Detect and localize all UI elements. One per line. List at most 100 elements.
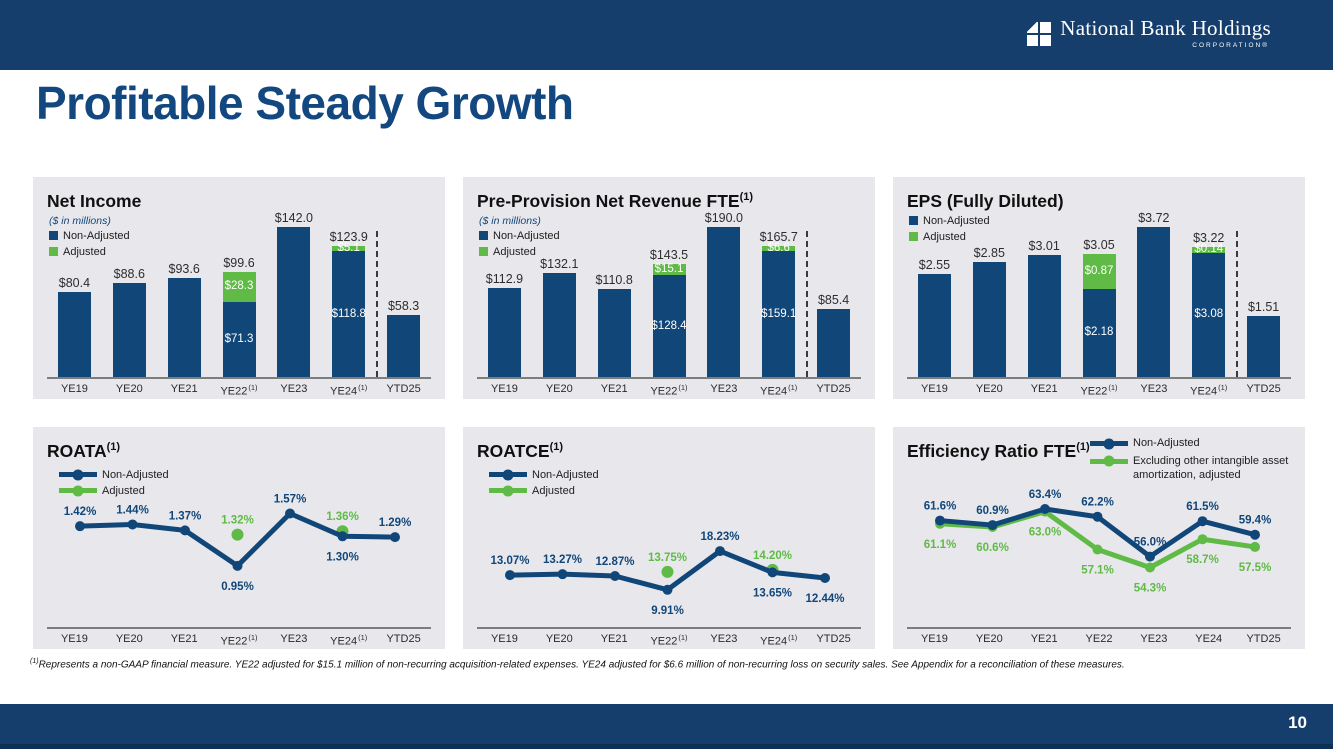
bar-column-ye20: $88.6 <box>102 215 157 377</box>
svg-text:13.75%: 13.75% <box>648 552 687 564</box>
bar-plot: $112.9 $132.1 $110.8 $143.5 $15.1 $128.4 $190.… <box>477 211 861 379</box>
axis-labels: YE19 YE20 YE21 YE22(1) YE23 YE24(1) YTD25 <box>47 629 431 648</box>
svg-text:61.6%: 61.6% <box>924 500 957 512</box>
axis-labels: YE19 YE20 YE21 YE22(1) YE23 YE24(1) YTD25 <box>477 629 861 648</box>
svg-text:1.57%: 1.57% <box>274 493 307 505</box>
bar-column-ye21: $3.01 <box>1017 215 1072 377</box>
green-line-swatch-icon <box>489 488 527 494</box>
bar-total-label: $58.3 <box>387 299 420 314</box>
bar-total-label: $142.0 <box>274 210 313 225</box>
svg-text:1.44%: 1.44% <box>116 504 149 516</box>
axis-tick-ye22: YE22 <box>1085 632 1113 645</box>
green-bar-segment: $0.87 <box>1082 253 1116 289</box>
bar-total-label: $190.0 <box>704 210 743 225</box>
line-plot: 61.1% 60.6% 63.0% 57.1% 54.3% 58.7% 57.5% 61.6%… <box>907 465 1291 629</box>
navy-bar-segment <box>597 289 631 377</box>
bar-plot: $2.55 $2.85 $3.01 $3.05 $0.87 $2.18 $3.72 $3.22… <box>907 211 1291 379</box>
navy-bar-segment <box>1137 226 1171 377</box>
navy-bar-segment <box>1027 255 1061 377</box>
axis-tick-ytd25: YTD25 <box>386 382 421 395</box>
bar-plot: $80.4 $88.6 $93.6 $99.6 $28.3 $71.3 $142.0 $123… <box>47 211 431 379</box>
svg-text:14.20%: 14.20% <box>753 550 792 562</box>
navy-line-swatch-icon <box>1090 441 1128 446</box>
svg-text:63.0%: 63.0% <box>1029 526 1062 538</box>
svg-text:59.4%: 59.4% <box>1239 515 1272 527</box>
bar-total-label: $110.8 <box>595 273 633 288</box>
axis-tick-ye21: YE21 <box>170 632 198 645</box>
legend-item-adjusted: Adjusted <box>59 485 169 497</box>
bar-total-label: $1.51 <box>1247 299 1280 314</box>
chart-meta: Non-Adjusted Adjusted <box>59 469 169 501</box>
bar-column-ye19: $112.9 <box>477 215 532 377</box>
axis-tick-ye24: YE24(1) <box>760 382 798 398</box>
axis-tick-ye20: YE20 <box>545 632 573 645</box>
axis-tick-ye19: YE19 <box>490 632 518 645</box>
green-bar-segment: $5.1 <box>332 242 366 254</box>
period-divider <box>806 230 809 377</box>
axis-tick-ye20: YE20 <box>545 382 573 395</box>
chart-title: ROATA(1) <box>47 440 121 461</box>
axis-tick-ye20: YE20 <box>975 632 1003 645</box>
chart-subtitle: ($ in millions) <box>479 214 541 227</box>
bar-column-ye23: $142.0 <box>266 211 321 377</box>
chart-body: 61.1% 60.6% 63.0% 57.1% 54.3% 58.7% 57.5% 61.6%… <box>907 465 1291 645</box>
svg-text:13.65%: 13.65% <box>753 587 792 599</box>
bar-total-label: $165.7 <box>759 230 798 245</box>
axis-tick-ytd25: YTD25 <box>816 382 851 395</box>
legend-item-non-adjusted: Non-Adjusted <box>49 230 130 242</box>
svg-text:0.95%: 0.95% <box>221 581 254 593</box>
svg-text:61.1%: 61.1% <box>924 539 957 551</box>
bar-total-label: $2.85 <box>973 245 1005 260</box>
bar-column-ytd25: $58.3 <box>376 215 431 377</box>
chart-body: Non-Adjusted Adjusted $2.55 $2.85 $3.01 $3.… <box>907 211 1291 398</box>
navy-bar-segment: $71.3 <box>222 301 256 377</box>
navy-bar-segment <box>542 272 576 377</box>
axis-tick-ye19: YE19 <box>920 382 948 395</box>
logo-title: National Bank Holdings <box>1060 16 1271 40</box>
period-divider <box>1236 230 1239 377</box>
svg-text:1.37%: 1.37% <box>169 510 202 522</box>
svg-text:9.91%: 9.91% <box>651 605 684 617</box>
axis-tick-ye20: YE20 <box>115 382 143 395</box>
svg-text:60.9%: 60.9% <box>976 505 1009 517</box>
svg-text:61.5%: 61.5% <box>1186 501 1219 513</box>
legend-item-non-adjusted: Non-Adjusted <box>479 230 560 242</box>
bar-total-label: $88.6 <box>113 267 145 282</box>
line-plot: 13.75% 14.20% 13.07% 13.27% 12.87% 9.91% 18.23… <box>477 465 861 629</box>
green-bar-segment: $28.3 <box>222 271 256 302</box>
navy-bar-segment <box>57 291 91 377</box>
green-swatch-icon <box>49 247 58 257</box>
navy-bar-segment: $3.08 <box>1192 252 1226 377</box>
bar-column-ye22: $99.6 $28.3 $71.3 <box>212 215 267 377</box>
navy-line-swatch-icon <box>59 472 97 478</box>
navy-bar-segment: $128.4 <box>651 275 687 377</box>
chart-title: Pre-Provision Net Revenue FTE(1) <box>477 190 754 211</box>
footnote: (1)Represents a non-GAAP financial measu… <box>30 658 1125 671</box>
axis-tick-ye24: YE24 <box>1195 632 1223 645</box>
svg-text:13.27%: 13.27% <box>543 554 582 566</box>
axis-tick-ye20: YE20 <box>115 632 143 645</box>
navy-bar-segment <box>387 315 421 377</box>
axis-tick-ytd25: YTD25 <box>816 632 851 645</box>
axis-tick-ye22: YE22(1) <box>1080 382 1118 398</box>
axis-tick-ye19: YE19 <box>60 632 88 645</box>
chart-title: ROATCE(1) <box>477 440 564 461</box>
green-bar-segment: $15.1 <box>652 263 686 276</box>
bar-total-label: $99.6 <box>223 255 255 270</box>
chart-eps-fully-diluted: EPS (Fully Diluted) Non-Adjusted Adjuste… <box>893 177 1305 399</box>
chart-efficiency-ratio: Efficiency Ratio FTE(1) Non-Adjusted Exc… <box>893 427 1305 649</box>
bar-total-label: $3.01 <box>1028 239 1060 254</box>
charts-grid: Net Income ($ in millions) Non-Adjusted … <box>33 177 1305 649</box>
bar-column-ye19: $2.55 <box>907 215 962 377</box>
chart-title: Net Income <box>47 190 142 211</box>
line-plot: 1.32% 1.36% 1.42% 1.44% 1.37% 0.95% 1.57% 1.30%… <box>47 465 431 629</box>
axis-tick-ye23: YE23 <box>280 632 308 645</box>
axis-labels: YE19 YE20 YE21 YE22(1) YE23 YE24(1) YTD25 <box>907 379 1291 398</box>
window-panes-icon <box>1027 22 1052 46</box>
axis-tick-ye23: YE23 <box>1140 382 1168 395</box>
bar-total-label: $3.72 <box>1138 210 1170 225</box>
navy-swatch-icon <box>909 216 918 226</box>
bar-inner-label: $0.14 <box>1194 243 1224 256</box>
bar-column-ytd25: $1.51 <box>1236 215 1291 377</box>
